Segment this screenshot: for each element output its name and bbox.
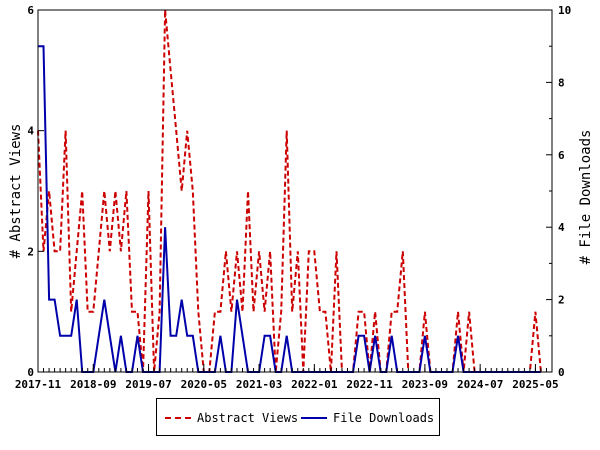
x-tick-label: 2022-01 [291,378,338,391]
legend-swatch-file-downloads [301,417,327,419]
y-left-tick-label: 4 [27,125,34,138]
legend-label-abstract-views: Abstract Views [197,411,299,425]
y-right-tick-label: 10 [558,4,571,17]
legend-item-file-downloads: File Downloads [301,411,434,425]
y-right-tick-label: 6 [558,149,565,162]
x-tick-label: 2024-07 [457,378,503,391]
y-axis-left-title: # Abstract Views [8,124,24,259]
x-tick-label: 2019-07 [125,378,171,391]
axes: 2017-11 2018-09 2019-07 2020-05 2021-03 2022-… [15,4,571,391]
y-axis-right-title: # File Downloads [578,130,594,265]
y-right-tick-label: 2 [558,294,565,307]
x-tick-label: 2022-11 [346,378,393,391]
y-right-tick-label: 4 [558,221,565,234]
x-tick-label: 2018-09 [70,378,116,391]
series-line-file-downloads [38,45,541,373]
y-left-tick-label: 2 [27,245,34,258]
y-right-tick-label: 0 [558,366,565,379]
legend-item-abstract-views: Abstract Views [165,411,298,425]
series-line-abstract-views [37,9,542,373]
x-tick-label: 2021-03 [236,378,282,391]
x-tick-label: 2023-09 [402,378,448,391]
legend: Abstract Views File Downloads [156,398,440,436]
x-tick-label: 2025-05 [512,378,558,391]
y-right-tick-label: 8 [558,76,565,89]
legend-label-file-downloads: File Downloads [333,411,435,425]
plot-area [37,9,542,373]
y-left-tick-label: 6 [27,4,34,17]
x-tick-label: 2020-05 [181,378,227,391]
y-left-tick-label: 0 [27,366,34,379]
plot-frame [37,9,553,373]
x-tick-label: 2017-11 [15,378,62,391]
legend-swatch-abstract-views [165,417,191,419]
